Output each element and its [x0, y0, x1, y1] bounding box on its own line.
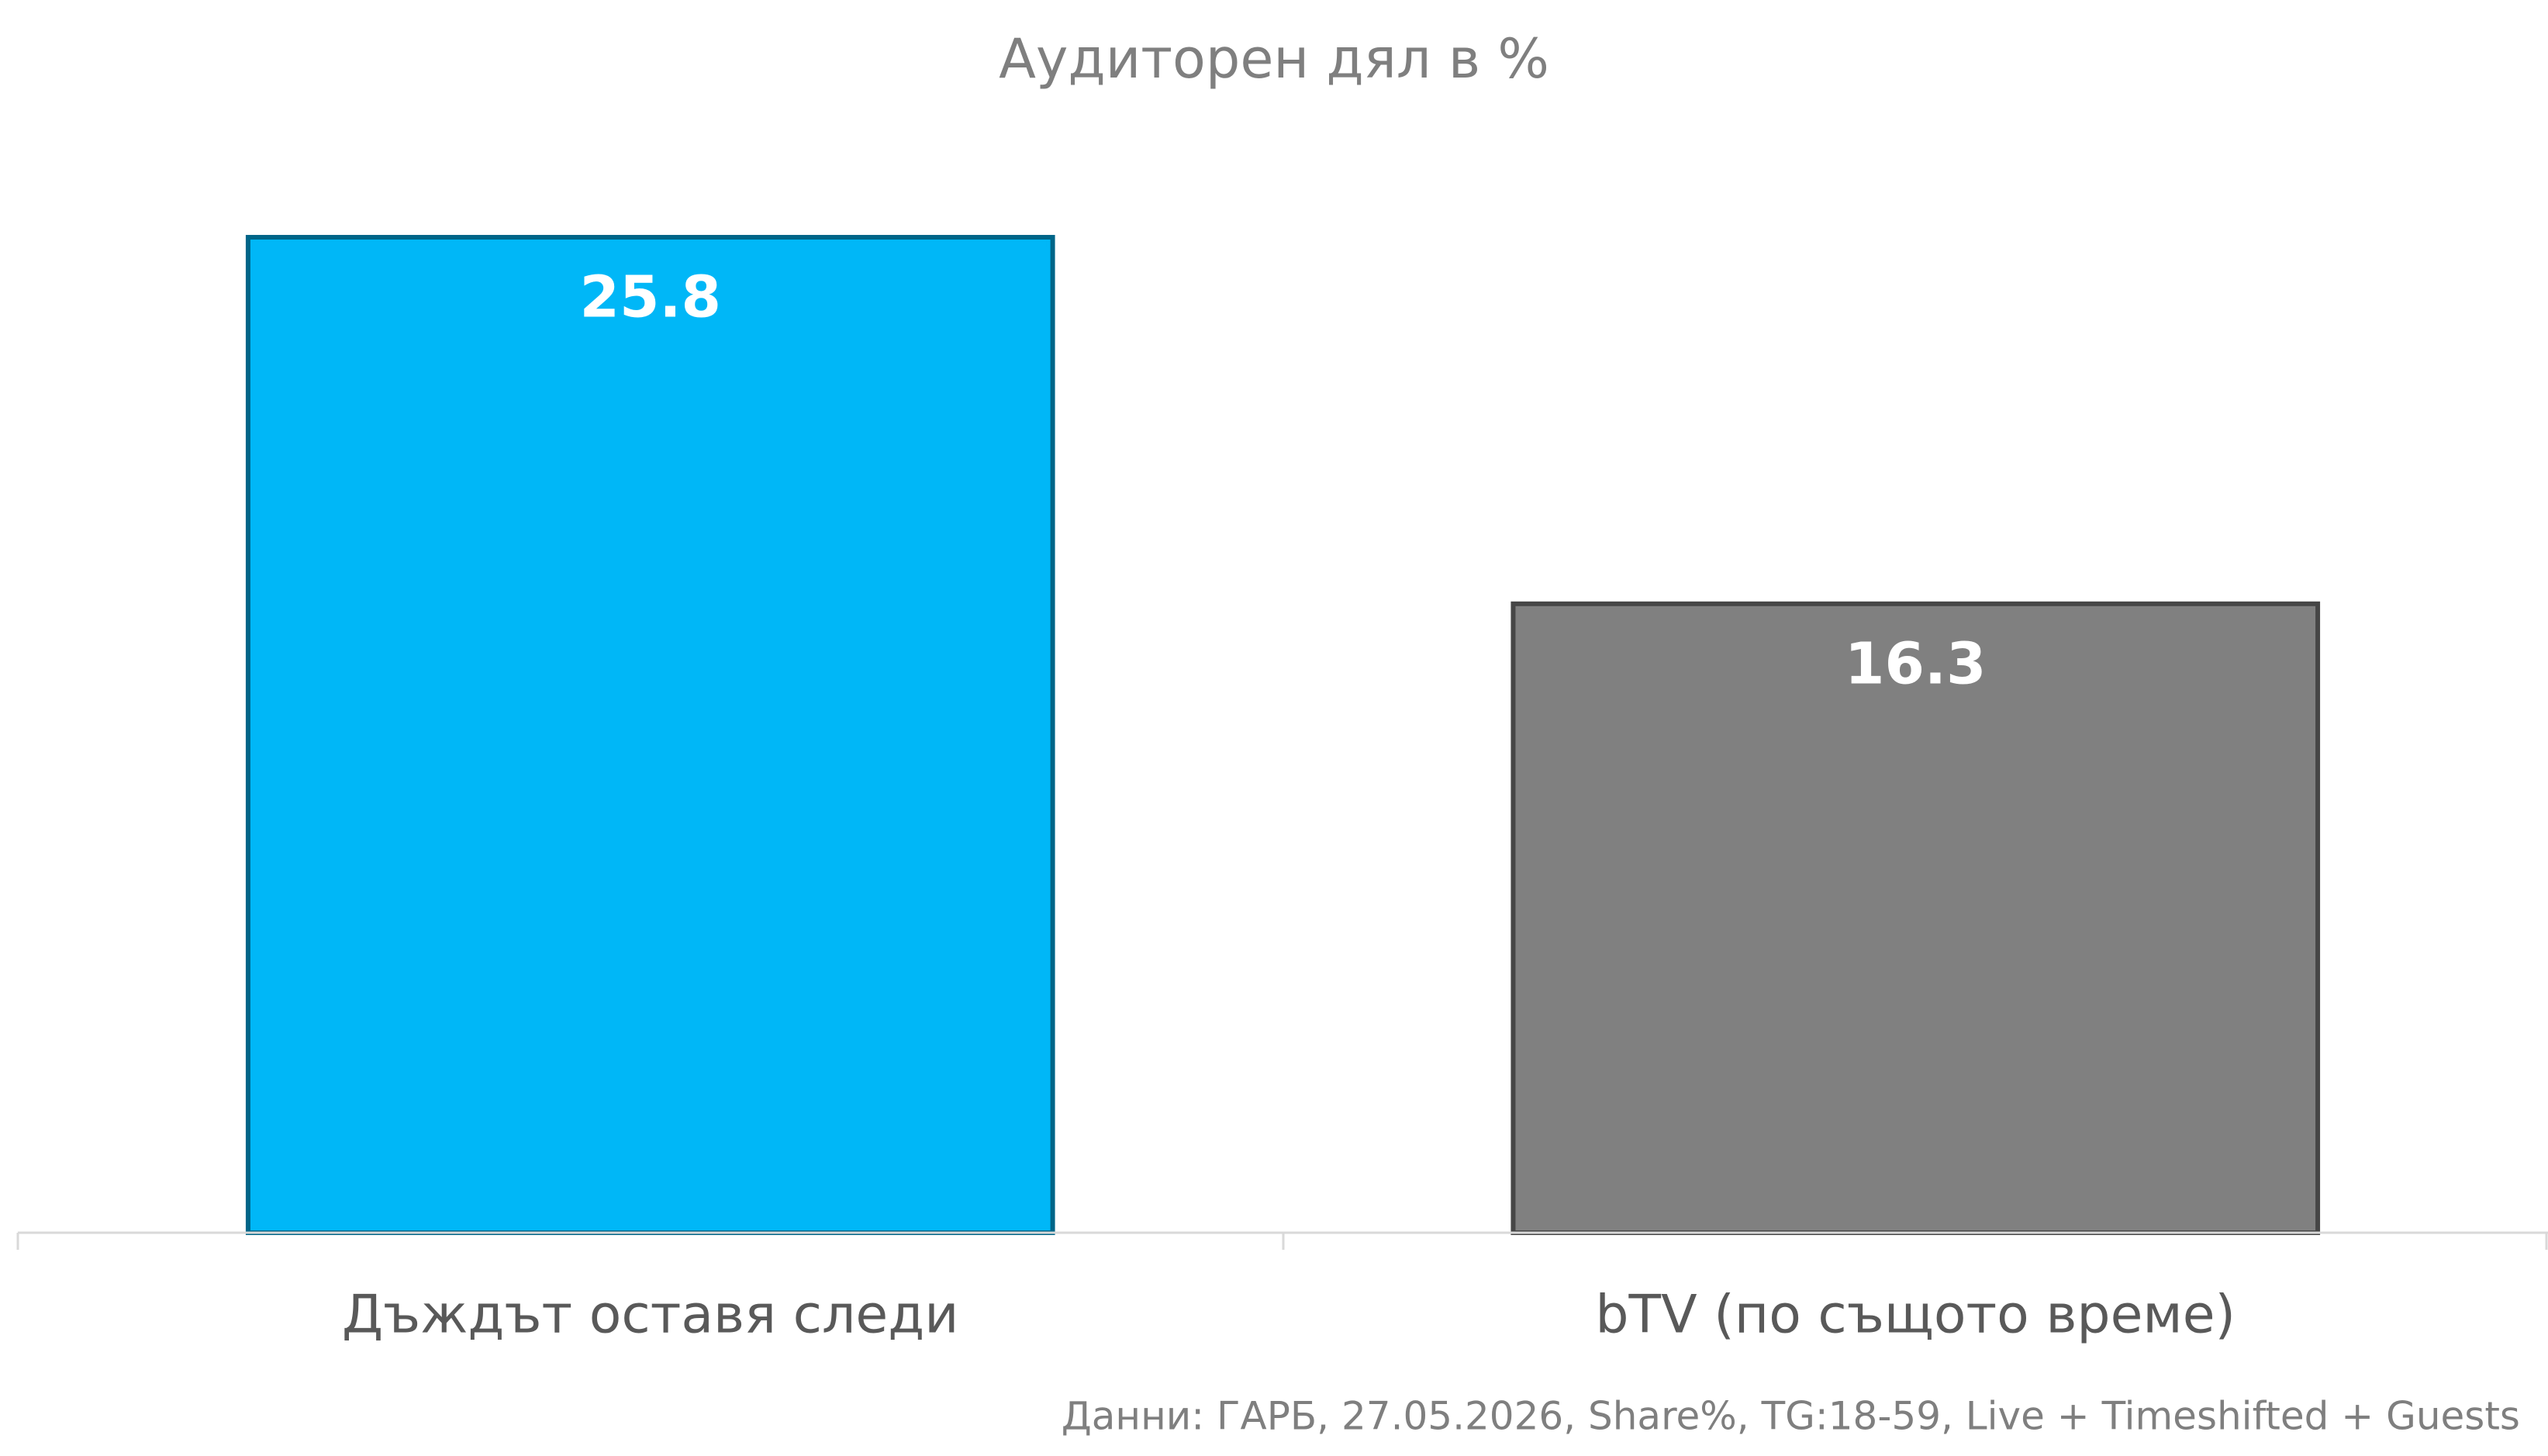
- bar-highlight: [252, 240, 1047, 247]
- bar: [1511, 601, 2321, 1235]
- axis: [16, 1231, 2548, 1250]
- bar: [245, 235, 1055, 1235]
- bar-highlight: [1517, 606, 2312, 613]
- x-tick-label: bTV (по същото време): [1595, 1285, 2236, 1346]
- chart-title: Аудиторен дял в %: [999, 27, 1549, 91]
- x-tick-label: Дъждът оставя следи: [342, 1285, 958, 1346]
- source-note: Данни: ГАРБ, 27.05.2026, Share%, TG:18-5…: [1062, 1394, 2520, 1439]
- data-label: 25.8: [579, 264, 721, 331]
- data-label: 16.3: [1845, 630, 1987, 697]
